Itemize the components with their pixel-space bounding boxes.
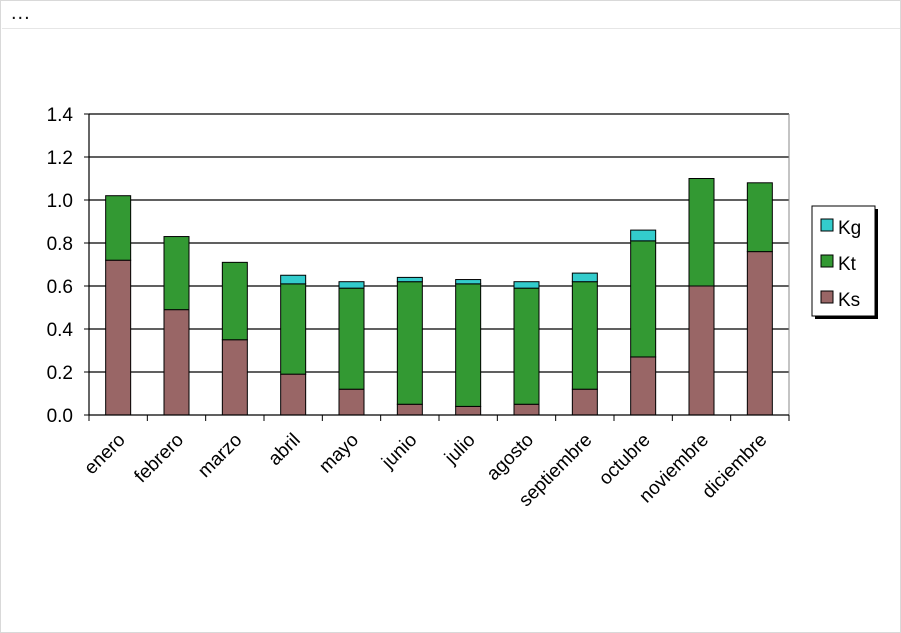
bar-segment-ks [746, 251, 773, 416]
y-axis-ticks: 0.0 0.2 0.4 0.6 0.8 1.0 1.2 1.4 [47, 105, 89, 427]
y-tick-label: 1.2 [47, 148, 73, 169]
bar-segment-kt [630, 240, 657, 358]
top-toolbar: ... [2, 2, 900, 29]
bar-segment-kg [630, 229, 657, 242]
gridlines [89, 113, 789, 373]
bar-segment-ks [571, 388, 598, 416]
bar-segment-kt [455, 283, 482, 407]
bar-segment-kg [396, 276, 423, 283]
bar-segment-ks [688, 285, 715, 416]
bar-segment-kt [280, 283, 307, 375]
bars [105, 178, 773, 416]
y-tick-label: 0.8 [47, 234, 73, 255]
legend-label: Kg [838, 218, 861, 239]
x-tick-label: abril [264, 430, 304, 470]
bar-segment-kg [455, 279, 482, 285]
bar-segment-kg [513, 281, 540, 289]
bar-segment-ks [455, 405, 482, 416]
x-tick-label: junio [377, 430, 421, 474]
bar-segment-ks [396, 403, 423, 416]
x-tick-label: agosto [483, 430, 538, 485]
legend: Kg Kt Ks [811, 205, 878, 319]
bar-segment-ks [221, 339, 248, 416]
x-axis-ticks: enero febrero marzo abril mayo junio julio agos… [80, 415, 790, 511]
legend-swatch-kg [820, 218, 834, 232]
x-tick-label: octubre [595, 430, 655, 490]
x-tick-label: marzo [194, 430, 246, 482]
bar-segment-kg [571, 272, 598, 283]
x-tick-label: mayo [315, 430, 363, 478]
legend-shadow [875, 209, 878, 319]
y-tick-label: 0.0 [47, 406, 73, 427]
bar-segment-ks [338, 388, 365, 416]
x-tick-label: febrero [131, 430, 188, 487]
y-tick-label: 0.6 [47, 277, 73, 298]
x-tick-label: julio [440, 430, 479, 469]
legend-label: Kt [838, 254, 857, 275]
legend-shadow [815, 316, 878, 319]
bar-segment-ks [630, 356, 657, 416]
bar-segment-kt [688, 178, 715, 287]
bar-segment-ks [163, 309, 190, 416]
x-tick-label: diciembre [698, 430, 771, 503]
bar-segment-kt [396, 281, 423, 405]
bar-segment-kt [746, 182, 773, 253]
bar-segment-kt [571, 281, 598, 390]
x-tick-label: enero [80, 430, 129, 479]
bar-segment-kt [513, 287, 540, 405]
bar-segment-kt [163, 236, 190, 311]
bar-segment-kg [280, 274, 307, 285]
legend-swatch-kt [820, 254, 834, 268]
bar-segment-kt [221, 261, 248, 341]
legend-swatch-ks [820, 290, 834, 304]
bar-segment-kg [338, 281, 365, 289]
legend-label: Ks [838, 290, 860, 311]
y-tick-label: 1.4 [47, 105, 74, 126]
y-tick-label: 0.2 [47, 363, 73, 384]
y-tick-label: 0.4 [47, 320, 74, 341]
bar-segment-kt [338, 287, 365, 390]
bar-segment-ks [280, 373, 307, 416]
more-options-icon[interactable]: ... [11, 2, 31, 24]
bar-segment-ks [105, 259, 132, 416]
axes [88, 114, 790, 416]
bar-segment-kt [105, 195, 132, 261]
y-tick-label: 1.0 [47, 191, 73, 212]
bar-segment-ks [513, 403, 540, 416]
